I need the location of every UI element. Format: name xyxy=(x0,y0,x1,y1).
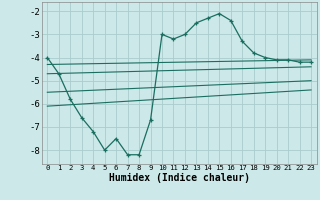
X-axis label: Humidex (Indice chaleur): Humidex (Indice chaleur) xyxy=(109,173,250,183)
